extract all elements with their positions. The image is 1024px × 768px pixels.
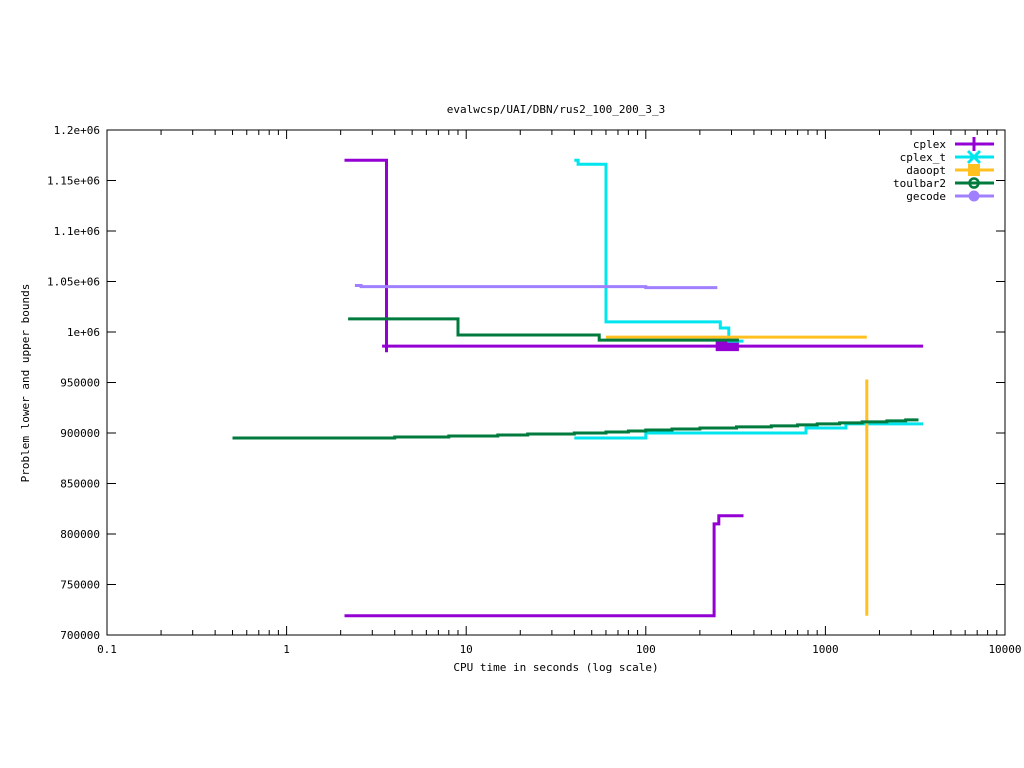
legend-label-cplex: cplex bbox=[913, 138, 946, 151]
series-line-gecode bbox=[354, 284, 718, 290]
x-tick-label: 1000 bbox=[812, 643, 839, 656]
x-tick-label: 10 bbox=[460, 643, 473, 656]
x-axis-label: CPU time in seconds (log scale) bbox=[453, 661, 658, 674]
series-layer bbox=[232, 158, 924, 618]
legend-marker-gecode bbox=[968, 190, 980, 202]
legend-marker-cross-b bbox=[966, 149, 982, 165]
y-axis-label: Problem lower and upper bounds bbox=[19, 284, 32, 483]
y-tick-label: 850000 bbox=[60, 478, 100, 491]
legend-label-cplex_t: cplex_t bbox=[900, 151, 946, 164]
legend-marker-filled-circle bbox=[968, 190, 980, 202]
x-tick-label: 10000 bbox=[988, 643, 1021, 656]
y-tick-label: 950000 bbox=[60, 377, 100, 390]
legend-label-daoopt: daoopt bbox=[906, 164, 946, 177]
legend-marker-cplex bbox=[967, 137, 981, 151]
y-tick-label: 1.05e+06 bbox=[47, 276, 100, 289]
y-tick-label: 1e+06 bbox=[67, 326, 100, 339]
legend-label-gecode: gecode bbox=[906, 190, 946, 203]
series-line-cplex bbox=[344, 514, 744, 618]
chart-title: evalwcsp/UAI/DBN/rus2_100_200_3_3 bbox=[447, 103, 666, 116]
series-line-cplex bbox=[344, 158, 388, 353]
series-line-toulbar2 bbox=[348, 317, 739, 342]
y-tick-label: 1.2e+06 bbox=[54, 124, 100, 137]
x-tick-label: 1 bbox=[283, 643, 290, 656]
y-tick-label: 800000 bbox=[60, 528, 100, 541]
y-tick-label: 1.1e+06 bbox=[54, 225, 100, 238]
y-tick-label: 900000 bbox=[60, 427, 100, 440]
legend-marker-daoopt bbox=[968, 164, 980, 176]
legend-label-toulbar2: toulbar2 bbox=[893, 177, 946, 190]
legend-marker-square bbox=[968, 164, 980, 176]
y-tick-label: 750000 bbox=[60, 579, 100, 592]
y-tick-label: 1.15e+06 bbox=[47, 175, 100, 188]
legend-marker-toulbar2 bbox=[968, 177, 980, 189]
legend-marker-circle bbox=[968, 177, 980, 189]
plot-frame bbox=[106, 129, 1006, 636]
x-tick-label: 0.1 bbox=[97, 643, 117, 656]
series-line-toulbar2 bbox=[232, 418, 919, 440]
tick-layer: 0.1 1 10 100 1000 10000 700000 750000 800000 8500… bbox=[47, 124, 1022, 656]
y-tick-label: 700000 bbox=[60, 629, 100, 642]
series-line-cplex_t bbox=[574, 158, 744, 343]
x-tick-label: 100 bbox=[636, 643, 656, 656]
legend-marker-cplex_t bbox=[966, 149, 982, 165]
series-line-cplex_t bbox=[574, 422, 924, 440]
